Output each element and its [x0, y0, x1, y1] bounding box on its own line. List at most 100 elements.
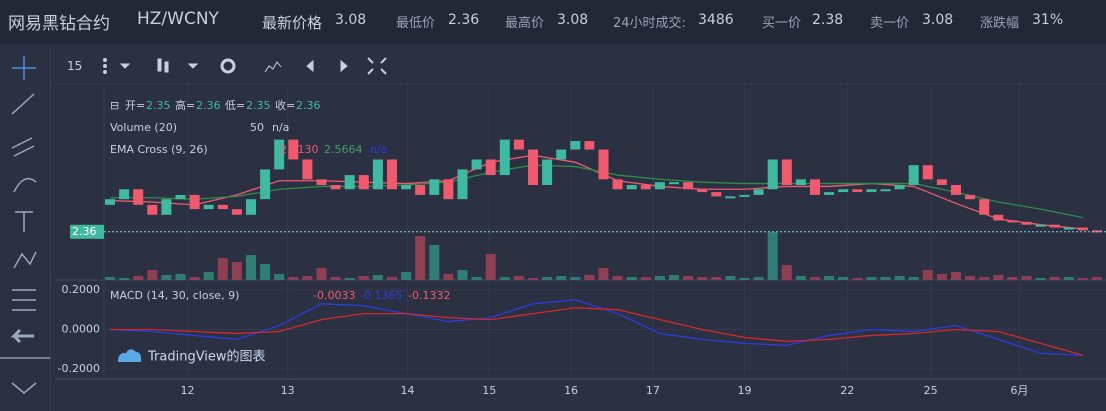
candle: [457, 169, 468, 200]
candle: [640, 185, 651, 190]
stat-value: 3.08: [335, 12, 367, 28]
x-tick-label: 25: [924, 384, 938, 397]
macd-value: -0.1332: [408, 289, 450, 302]
volume-bar: [1049, 277, 1060, 280]
x-tick-label: 12: [181, 384, 195, 397]
x-tick-label: 16: [564, 384, 578, 397]
candle: [119, 189, 130, 200]
interval[interactable]: 15: [67, 59, 83, 73]
candle: [824, 192, 835, 195]
candle: [1063, 227, 1074, 230]
candle: [979, 199, 990, 215]
candle: [556, 149, 567, 160]
volume-bar: [810, 277, 820, 280]
candle: [485, 159, 496, 176]
ema-line: [110, 164, 1084, 219]
ema-value: 2.4130: [280, 143, 319, 156]
candle: [429, 179, 440, 195]
candle: [866, 189, 877, 193]
volume-bar: [979, 277, 990, 280]
volume-bar: [852, 278, 863, 280]
volume-bar: [471, 277, 482, 280]
volume-bar: [175, 274, 186, 280]
candle: [908, 165, 919, 185]
candle: [894, 185, 905, 190]
stat-label: 卖一价: [870, 16, 910, 31]
volume-legend: Volume (20): [110, 121, 177, 134]
candle: [246, 199, 256, 215]
volume-bar: [556, 276, 567, 280]
volume-bar: [936, 274, 947, 280]
candle: [231, 209, 242, 215]
candle: [175, 194, 186, 200]
macd-line: [109, 299, 1083, 356]
candle: [612, 179, 623, 190]
volume-bar: [358, 276, 369, 280]
x-tick-label: 19: [738, 384, 752, 397]
volume-bar: [105, 277, 115, 280]
candle: [669, 182, 679, 185]
volume-bar: [246, 255, 256, 280]
volume-bar: [753, 277, 764, 280]
volume-bar: [443, 274, 454, 280]
volume-bar: [513, 276, 524, 280]
volume-bar: [824, 276, 835, 280]
stat-value: 3.08: [557, 12, 589, 28]
volume-bar: [922, 270, 933, 280]
candle: [993, 214, 1004, 221]
stat-value: 2.38: [812, 12, 844, 28]
price-label-box: [70, 224, 104, 239]
stat-label: 24小时成交:: [613, 16, 686, 31]
stat-value: 3.08: [922, 12, 954, 28]
candle: [443, 179, 454, 200]
volume-bar: [795, 276, 806, 280]
ohlc-label: 高=: [175, 98, 195, 112]
ohlc-label: 开=: [125, 99, 145, 112]
price-label: 2.36: [72, 225, 97, 238]
candle: [570, 141, 581, 150]
toolbar-icons: [103, 57, 387, 75]
y-tick-label: 0.2000: [62, 283, 101, 296]
candle: [344, 175, 355, 190]
candle: [217, 204, 228, 210]
volume-bar: [344, 278, 355, 280]
candle: [513, 139, 524, 150]
stat-value: 31%: [1032, 12, 1064, 28]
volume-bar: [1021, 276, 1032, 280]
candle: [598, 149, 609, 180]
volume-value: 50: [250, 121, 264, 134]
drawing-tools[interactable]: [10, 56, 37, 394]
stat-label: 买一价: [762, 16, 802, 31]
ema-value: n/a: [370, 143, 387, 156]
candle: [203, 204, 214, 210]
candle: [880, 189, 891, 192]
candle: [852, 189, 863, 193]
candle: [965, 194, 976, 200]
watermark: TradingView的图表: [147, 349, 266, 365]
volume-bar: [1063, 277, 1074, 280]
volume-bar: [330, 277, 341, 280]
macd-value: -0.0033: [313, 289, 355, 302]
volume-bar: [1007, 277, 1018, 280]
candle: [499, 139, 510, 176]
candle: [936, 179, 947, 185]
candle: [767, 159, 778, 190]
volume-bar: [838, 277, 849, 280]
volume-bar: [584, 275, 595, 280]
volume-bar: [1092, 277, 1102, 280]
icons[interactable]: [103, 57, 387, 75]
volume-bar: [654, 276, 665, 280]
candle: [542, 159, 553, 185]
volume-bar: [1035, 278, 1046, 280]
volume-bar: [133, 276, 144, 280]
candle: [1035, 224, 1046, 227]
candle: [330, 185, 341, 190]
candle: [1007, 220, 1018, 223]
stat-value: 2.36: [448, 12, 480, 28]
volume-bar: [231, 262, 242, 280]
candle: [654, 182, 665, 190]
volume-bar: [866, 277, 877, 280]
ohlc-label: 低=: [225, 99, 245, 112]
candle: [387, 159, 397, 190]
